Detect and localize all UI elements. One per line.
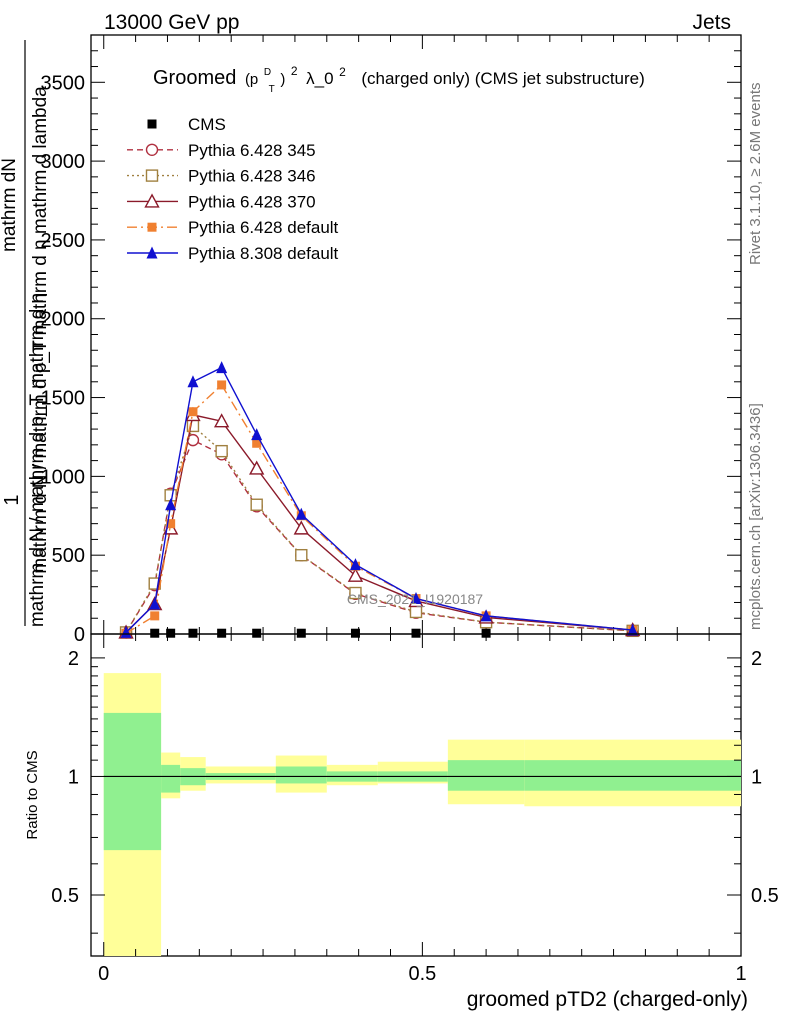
- point-p6def: [188, 407, 198, 417]
- ylabel-line-2: mathrm dN: [0, 158, 20, 252]
- title-rest: λ_0: [306, 69, 333, 88]
- point-p8def: [349, 558, 361, 571]
- ratio-ytick-label: 1: [68, 766, 79, 788]
- point-p6def: [150, 611, 160, 621]
- point-cms: [252, 628, 262, 638]
- point-p8def: [295, 507, 307, 520]
- point-p8def: [149, 597, 161, 610]
- ytick-label: 500: [52, 545, 85, 567]
- point-p346: [250, 498, 263, 511]
- ratio-ylabel: Ratio to CMS: [24, 750, 41, 839]
- ytick-label: 1000: [41, 466, 86, 488]
- ratio-ytick-label-right: 0.5: [751, 885, 779, 907]
- header-energy: 13000 GeV pp: [104, 11, 239, 34]
- ratio-band-inner: [447, 760, 525, 791]
- point-cms: [150, 628, 160, 638]
- ratio-band-inner: [275, 766, 327, 784]
- title-sym-2: 2: [291, 64, 298, 78]
- legend: CMS Pythia 6.428 345 Pythia 6.428 346 Pythi…: [127, 115, 339, 263]
- title-rest-sup: 2: [339, 65, 346, 79]
- mcplots-label: mcplots.cern.ch [arXiv:1306.3436]: [747, 403, 764, 630]
- legend-marker-p8def: [146, 246, 158, 259]
- ratio-ytick-label-right: 1: [751, 766, 762, 788]
- point-p8def: [251, 428, 263, 441]
- point-p8def: [187, 375, 199, 388]
- legend-label-p6def: Pythia 6.428 default: [188, 218, 339, 237]
- rivet-label: Rivet 3.1.10, ≥ 2.6M events: [747, 83, 764, 266]
- ratio-band-inner: [161, 764, 181, 793]
- legend-label-p8def: Pythia 8.308 default: [188, 244, 339, 263]
- point-p8def: [216, 361, 228, 374]
- point-cms: [166, 628, 176, 638]
- title-sym-sup: D: [264, 67, 271, 78]
- ytick-label: 2500: [41, 230, 86, 252]
- ytick-label: 3000: [41, 151, 86, 173]
- point-p8def: [627, 623, 639, 636]
- point-cms: [296, 628, 306, 638]
- svg-text:Groomed (p D: Groomed (p D T ) 2 λ_0 2 (charged only) …: [153, 58, 645, 97]
- ylabel-line-3: mathrm d N / mathrm d p_T mathrm d η: [27, 293, 48, 627]
- legend-marker-p370: [144, 193, 160, 208]
- point-p370: [347, 567, 364, 582]
- point-p8def: [165, 498, 177, 511]
- point-p8def: [410, 592, 422, 605]
- legend-marker-p345: [145, 143, 159, 157]
- point-cms: [411, 628, 421, 638]
- point-cms: [217, 628, 227, 638]
- title-sym-p: (p: [245, 71, 258, 88]
- ratio-ytick-label: 0.5: [51, 885, 79, 907]
- point-p346: [349, 586, 362, 600]
- ratio-band-inner: [524, 760, 741, 791]
- legend-label-p370: Pythia 6.428 370: [188, 192, 316, 211]
- point-p370: [293, 520, 309, 535]
- ytick-label: 2000: [41, 309, 86, 331]
- title-main: Groomed: [153, 67, 236, 89]
- ratio-bands: [103, 673, 741, 956]
- ratio-ytick-label: 2: [68, 648, 79, 670]
- legend-marker-cms: [147, 119, 157, 129]
- point-p346: [295, 548, 308, 562]
- point-cms: [350, 628, 360, 638]
- legend-label-p345: Pythia 6.428 345: [188, 141, 316, 160]
- header-jets: Jets: [692, 11, 731, 34]
- plot-title: Groomed (p D T ) 2 λ_0 2 (charged only) …: [153, 58, 645, 97]
- point-p370: [213, 413, 230, 428]
- xtick-label: 0.5: [408, 963, 436, 985]
- ratio-ytick-label-right: 2: [751, 648, 762, 670]
- title-sym-close: ): [280, 71, 285, 88]
- ratio-band-inner: [103, 712, 162, 851]
- xtick-label: 0: [98, 963, 109, 985]
- title-sym-sub: T: [269, 84, 275, 95]
- main-series-group: [118, 361, 641, 639]
- ytick-label: 3500: [41, 72, 86, 94]
- legend-label-cms: CMS: [188, 115, 226, 134]
- point-p346: [215, 444, 228, 458]
- ytick-label: 1500: [41, 388, 86, 410]
- xtick-label: 1: [735, 963, 746, 985]
- ylabel-line-1: mathrm d N / mathrm d p_T mathrm d η mat…: [30, 86, 51, 574]
- ratio-axis-ticks: 0.5 0.5 1 1 2 2 0 0.5 1: [51, 634, 779, 985]
- point-p6def: [166, 519, 176, 529]
- title-tail: (charged only) (CMS jet substructure): [361, 69, 644, 88]
- legend-marker-p346: [145, 169, 159, 182]
- main-ylabel: 1 mathrm d N / mathrm d p_T mathrm d η m…: [0, 40, 51, 627]
- analysis-watermark: CMS_2021_I1920187: [347, 591, 483, 607]
- point-cms: [481, 628, 491, 638]
- ylabel-one: 1: [1, 494, 23, 505]
- point-p6def: [217, 380, 227, 390]
- point-p6def: [252, 438, 262, 448]
- xaxis-label: groomed pTD2 (charged-only): [467, 988, 748, 1011]
- point-p8def: [480, 609, 492, 622]
- point-p370: [249, 460, 265, 475]
- point-cms: [188, 628, 198, 638]
- legend-marker-p6def: [147, 222, 157, 232]
- point-p346: [409, 605, 423, 619]
- point-p8def: [120, 625, 132, 638]
- legend-label-p346: Pythia 6.428 346: [188, 167, 316, 186]
- ytick-label: 0: [74, 624, 85, 646]
- main-axis-ticks: 0 500 1000 1500 2000 2500 3000 3500: [41, 35, 742, 646]
